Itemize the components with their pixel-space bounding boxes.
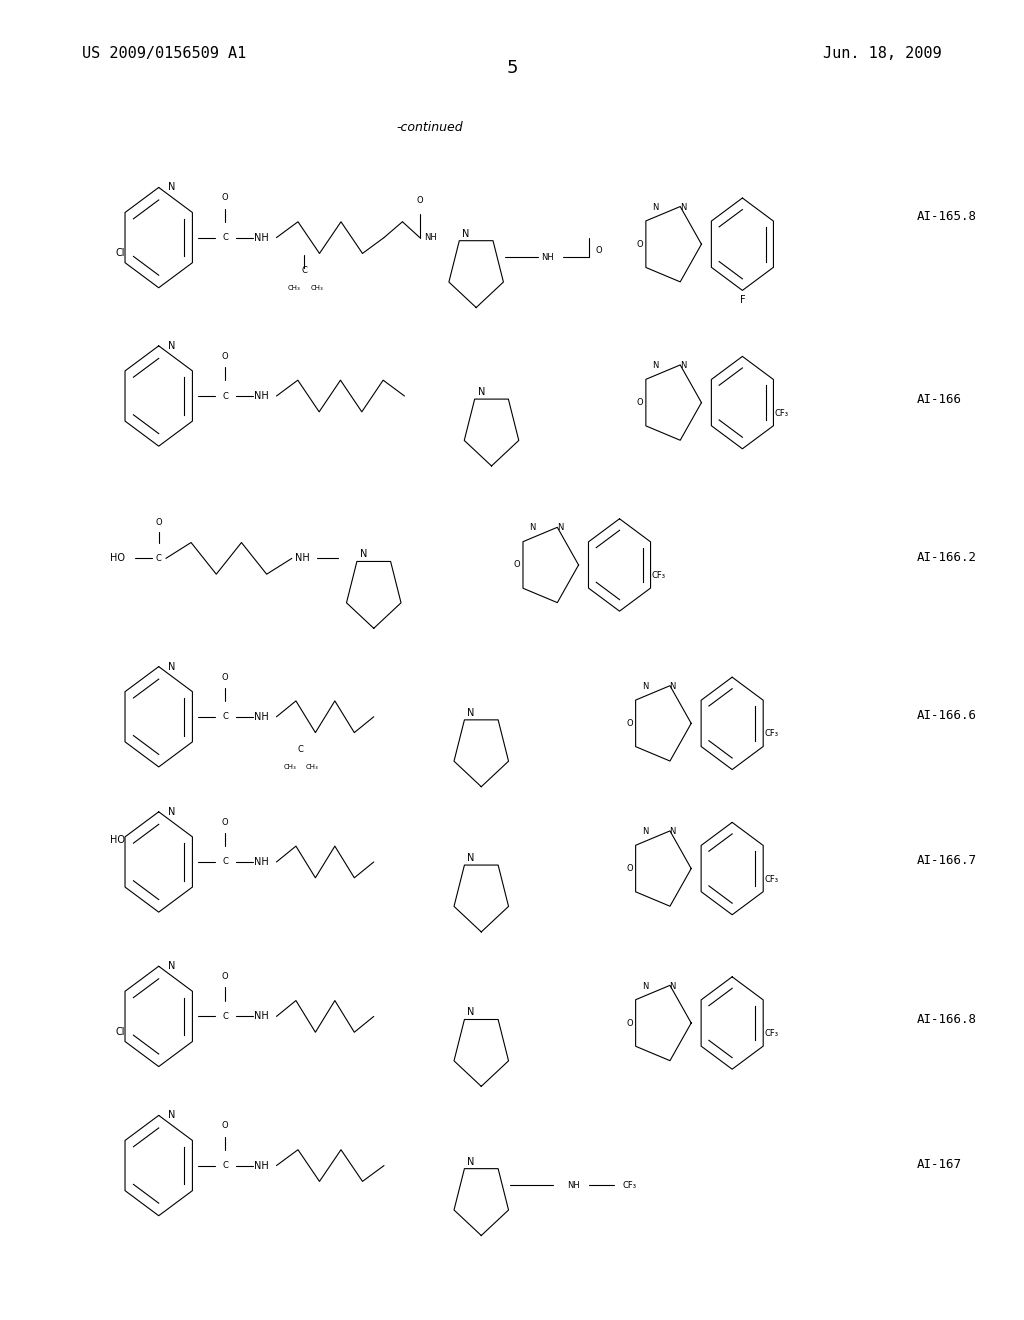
- Text: C: C: [297, 746, 303, 754]
- Text: NH: NH: [254, 857, 268, 867]
- Text: C: C: [156, 554, 162, 562]
- Text: AI-166.6: AI-166.6: [916, 709, 977, 722]
- Text: N: N: [477, 387, 485, 397]
- Text: C: C: [301, 267, 307, 275]
- Text: N: N: [652, 362, 658, 370]
- Text: HO: HO: [111, 834, 125, 845]
- Text: O: O: [222, 818, 228, 826]
- Text: N: N: [168, 807, 176, 817]
- Text: Jun. 18, 2009: Jun. 18, 2009: [823, 46, 942, 61]
- Text: NH: NH: [424, 234, 436, 242]
- Text: O: O: [637, 240, 643, 248]
- Text: N: N: [670, 682, 676, 690]
- Text: O: O: [514, 561, 520, 569]
- Text: N: N: [670, 982, 676, 990]
- Text: AI-166: AI-166: [916, 393, 962, 407]
- Text: O: O: [637, 399, 643, 407]
- Text: N: N: [467, 853, 475, 863]
- Text: O: O: [627, 1019, 633, 1027]
- Text: CF₃: CF₃: [623, 1181, 637, 1189]
- Text: NH: NH: [254, 711, 268, 722]
- Text: N: N: [642, 828, 648, 836]
- Text: CH₃: CH₃: [288, 285, 300, 290]
- Text: N: N: [168, 182, 176, 193]
- Text: HO: HO: [111, 553, 125, 564]
- Text: N: N: [680, 362, 686, 370]
- Text: CF₃: CF₃: [774, 409, 788, 417]
- Text: N: N: [642, 982, 648, 990]
- Text: O: O: [222, 194, 228, 202]
- Text: C: C: [222, 1012, 228, 1020]
- Text: NH: NH: [254, 1011, 268, 1022]
- Text: N: N: [168, 961, 176, 972]
- Text: N: N: [557, 524, 563, 532]
- Text: N: N: [467, 1156, 475, 1167]
- Text: CH₃: CH₃: [306, 764, 318, 770]
- Text: CF₃: CF₃: [764, 875, 778, 883]
- Text: AI-166.2: AI-166.2: [916, 550, 977, 564]
- Text: O: O: [222, 1122, 228, 1130]
- Text: NH: NH: [567, 1181, 580, 1189]
- Text: C: C: [222, 1162, 228, 1170]
- Text: AI-166.8: AI-166.8: [916, 1012, 977, 1026]
- Text: O: O: [156, 519, 162, 527]
- Text: O: O: [627, 865, 633, 873]
- Text: AI-167: AI-167: [916, 1158, 962, 1171]
- Text: N: N: [359, 549, 368, 560]
- Text: N: N: [462, 228, 470, 239]
- Text: Cl: Cl: [115, 1027, 125, 1038]
- Text: O: O: [627, 719, 633, 727]
- Text: AI-165.8: AI-165.8: [916, 210, 977, 223]
- Text: O: O: [222, 352, 228, 360]
- Text: C: C: [222, 713, 228, 721]
- Text: CF₃: CF₃: [651, 572, 666, 579]
- Text: NH: NH: [295, 553, 309, 564]
- Text: US 2009/0156509 A1: US 2009/0156509 A1: [82, 46, 246, 61]
- Text: CF₃: CF₃: [764, 730, 778, 738]
- Text: N: N: [670, 828, 676, 836]
- Text: N: N: [467, 708, 475, 718]
- Text: N: N: [652, 203, 658, 211]
- Text: N: N: [529, 524, 536, 532]
- Text: F: F: [739, 294, 745, 305]
- Text: O: O: [222, 673, 228, 681]
- Text: N: N: [680, 203, 686, 211]
- Text: NH: NH: [254, 232, 268, 243]
- Text: AI-166.7: AI-166.7: [916, 854, 977, 867]
- Text: 5: 5: [506, 59, 518, 78]
- Text: O: O: [596, 247, 602, 255]
- Text: CH₃: CH₃: [311, 285, 324, 290]
- Text: CH₃: CH₃: [284, 764, 296, 770]
- Text: C: C: [222, 392, 228, 400]
- Text: -continued: -continued: [396, 121, 464, 135]
- Text: N: N: [642, 682, 648, 690]
- Text: O: O: [417, 197, 423, 205]
- Text: C: C: [222, 858, 228, 866]
- Text: N: N: [467, 1007, 475, 1018]
- Text: N: N: [168, 341, 176, 351]
- Text: O: O: [222, 973, 228, 981]
- Text: CF₃: CF₃: [764, 1030, 778, 1038]
- Text: N: N: [168, 661, 176, 672]
- Text: NH: NH: [254, 1160, 268, 1171]
- Text: C: C: [222, 234, 228, 242]
- Text: NH: NH: [254, 391, 268, 401]
- Text: NH: NH: [542, 253, 554, 261]
- Text: Cl: Cl: [115, 248, 125, 259]
- Text: N: N: [168, 1110, 176, 1121]
